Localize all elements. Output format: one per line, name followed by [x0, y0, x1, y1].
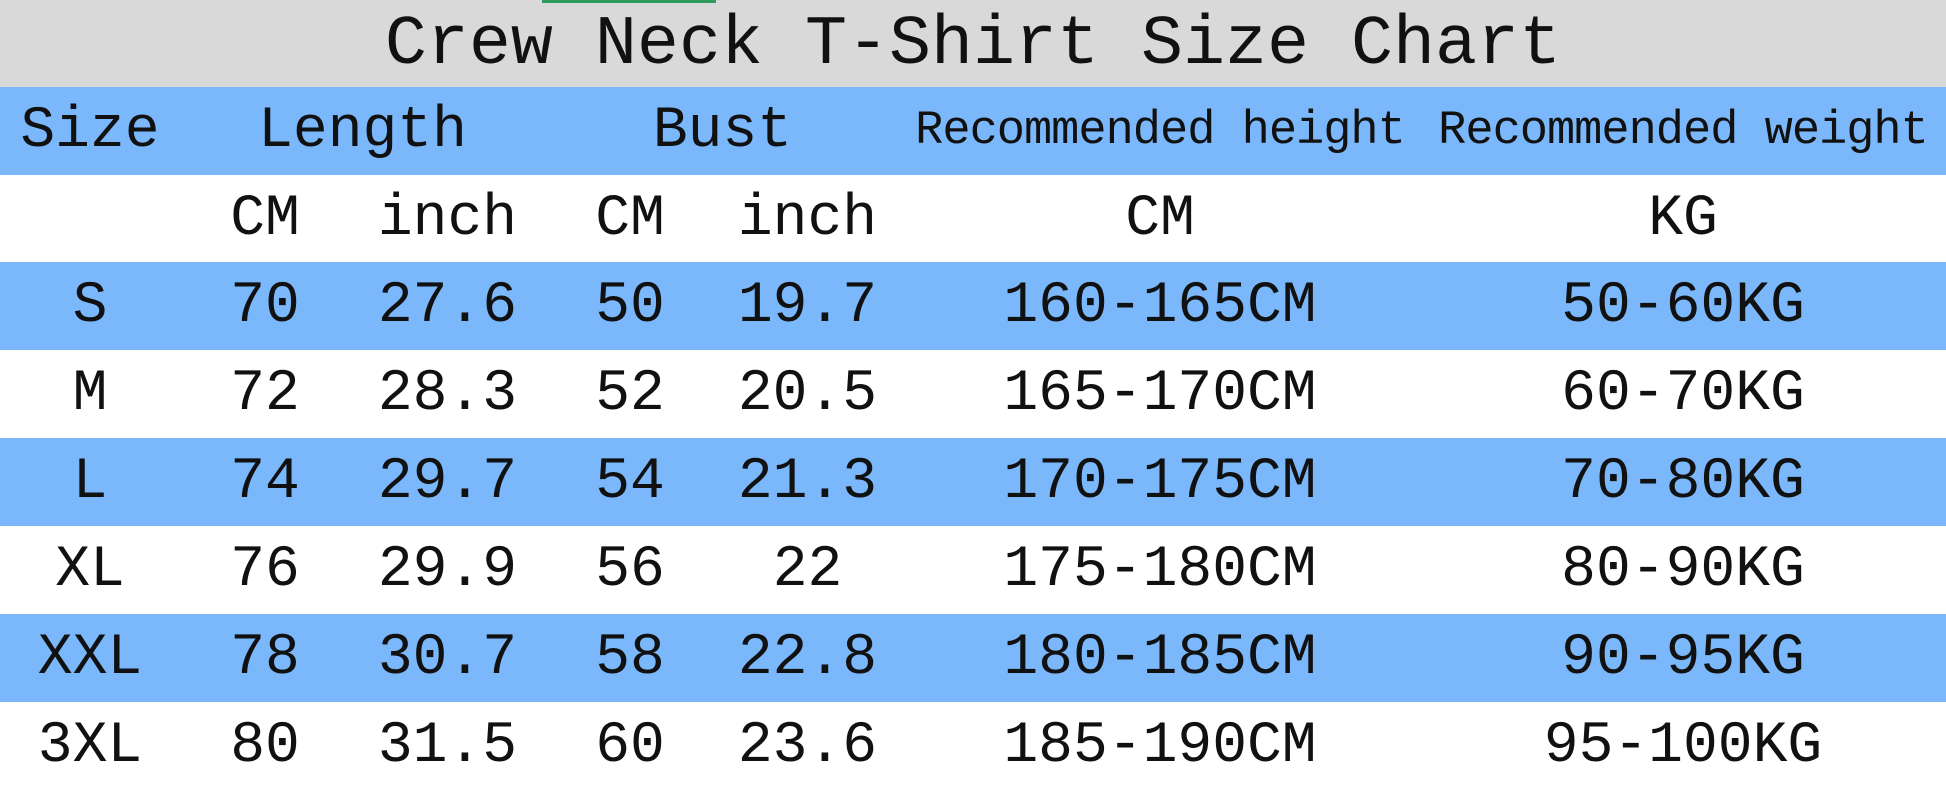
cell-size: S: [72, 273, 108, 339]
cell-length-cm: 70: [230, 273, 300, 339]
cell-bust-inch: 21.3: [737, 449, 878, 515]
cell-length-inch: 31.5: [377, 713, 518, 779]
cell-length-cm: 78: [230, 625, 300, 691]
cell-size: XXL: [37, 625, 143, 691]
cell-bust-inch: 22.8: [737, 625, 878, 691]
header-size: Size: [20, 98, 160, 164]
unit-length-inch: inch: [377, 186, 518, 252]
cell-weight: 95-100KG: [1543, 713, 1823, 779]
unit-length-cm: CM: [230, 186, 300, 252]
cell-size: L: [72, 449, 108, 515]
page-title: Crew Neck T-Shirt Size Chart: [384, 6, 1562, 85]
header-length: Length: [258, 98, 467, 164]
header-bust: Bust: [652, 98, 793, 164]
cell-weight: 50-60KG: [1561, 273, 1805, 339]
table-row: M 72 28.3 52 20.5 165-170CM 60-70KG: [0, 350, 1946, 438]
cell-weight: 60-70KG: [1561, 361, 1805, 427]
cell-length-cm: 72: [230, 361, 300, 427]
cell-length-cm: 74: [230, 449, 300, 515]
cell-weight: 70-80KG: [1561, 449, 1805, 515]
cell-size: 3XL: [37, 713, 143, 779]
table-row: 3XL 80 31.5 60 23.6 185-190CM 95-100KG: [0, 702, 1946, 790]
table-row: S 70 27.6 50 19.7 160-165CM 50-60KG: [0, 262, 1946, 350]
table-row: XL 76 29.9 56 22 175-180CM 80-90KG: [0, 526, 1946, 614]
cell-weight: 80-90KG: [1561, 537, 1805, 603]
cell-length-cm: 76: [230, 537, 300, 603]
header-row: Size Length Bust Recommended height Reco…: [0, 87, 1946, 175]
column-selection-indicator: [542, 0, 716, 3]
cell-bust-cm: 54: [595, 449, 665, 515]
cell-height: 180-185CM: [1003, 625, 1317, 691]
cell-bust-cm: 56: [595, 537, 665, 603]
cell-height: 160-165CM: [1003, 273, 1317, 339]
cell-height: 170-175CM: [1003, 449, 1317, 515]
units-row: CM inch CM inch CM KG: [0, 175, 1946, 263]
cell-length-inch: 30.7: [377, 625, 518, 691]
cell-length-cm: 80: [230, 713, 300, 779]
cell-bust-cm: 58: [595, 625, 665, 691]
cell-bust-inch: 20.5: [737, 361, 878, 427]
cell-length-inch: 29.7: [377, 449, 518, 515]
cell-bust-inch: 19.7: [737, 273, 878, 339]
cell-height: 175-180CM: [1003, 537, 1317, 603]
header-weight: Recommended weight: [1438, 104, 1929, 158]
cell-size: XL: [55, 537, 125, 603]
cell-bust-cm: 60: [595, 713, 665, 779]
cell-height: 165-170CM: [1003, 361, 1317, 427]
cell-height: 185-190CM: [1003, 713, 1317, 779]
unit-height: CM: [1125, 186, 1195, 252]
title-row: Crew Neck T-Shirt Size Chart: [0, 0, 1946, 87]
cell-bust-cm: 50: [595, 273, 665, 339]
cell-bust-cm: 52: [595, 361, 665, 427]
table-row: XXL 78 30.7 58 22.8 180-185CM 90-95KG: [0, 614, 1946, 702]
cell-size: M: [72, 361, 108, 427]
cell-length-inch: 29.9: [377, 537, 518, 603]
header-height: Recommended height: [915, 104, 1406, 158]
cell-weight: 90-95KG: [1561, 625, 1805, 691]
cell-length-inch: 28.3: [377, 361, 518, 427]
table-row: L 74 29.7 54 21.3 170-175CM 70-80KG: [0, 438, 1946, 526]
unit-bust-cm: CM: [595, 186, 665, 252]
unit-bust-inch: inch: [737, 186, 878, 252]
cell-bust-inch: 22: [772, 537, 843, 603]
cell-length-inch: 27.6: [377, 273, 518, 339]
cell-bust-inch: 23.6: [737, 713, 878, 779]
unit-weight: KG: [1648, 186, 1718, 252]
